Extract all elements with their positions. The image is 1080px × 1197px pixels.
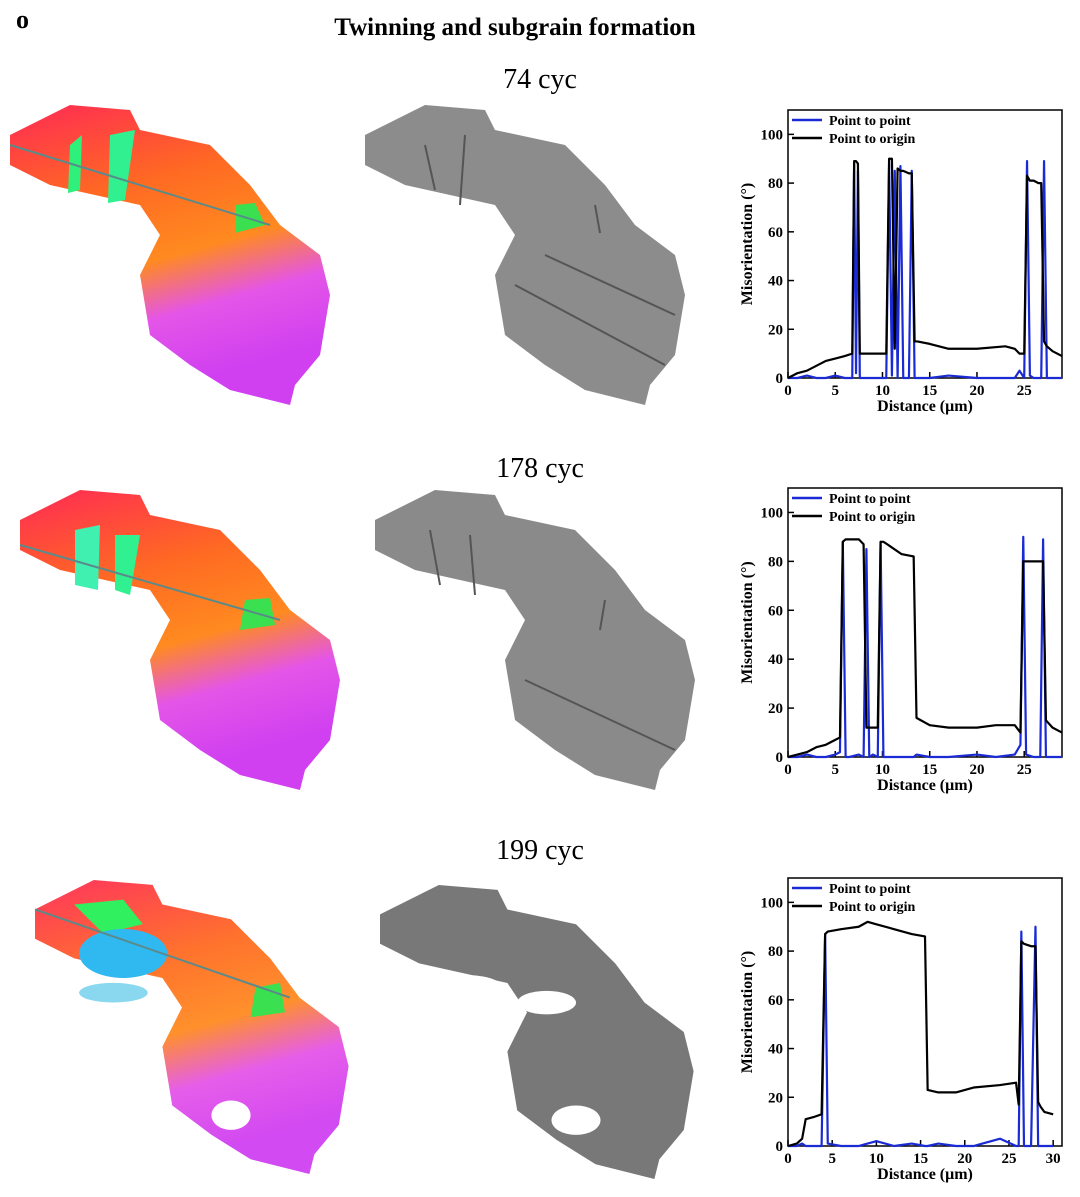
ebsd-maps — [9, 105, 695, 1179]
figure-title: Twinning and subgrain formation — [334, 14, 696, 41]
legend-label: Point to origin — [829, 132, 916, 147]
data-line — [788, 535, 1062, 759]
legend-label: Point to point — [829, 492, 911, 507]
x-tick-label: 15 — [922, 762, 937, 778]
x-tick-label: 10 — [869, 1151, 884, 1167]
data-line — [788, 925, 1054, 1148]
panel-label: o — [16, 5, 29, 34]
y-tick-label: 60 — [768, 993, 783, 1009]
legend-label: Point to point — [829, 114, 911, 129]
x-tick-label: 0 — [784, 1151, 792, 1167]
x-tick-label: 25 — [1017, 383, 1032, 399]
x-tick-label: 5 — [831, 762, 839, 778]
ipf-map — [34, 880, 349, 1174]
x-axis-label: Distance (μm) — [877, 398, 973, 415]
y-tick-label: 80 — [768, 554, 783, 570]
y-tick-label: 0 — [776, 750, 784, 766]
x-tick-label: 10 — [875, 383, 890, 399]
y-tick-label: 0 — [776, 371, 784, 387]
y-tick-label: 40 — [768, 1042, 783, 1058]
legend-label: Point to origin — [829, 510, 916, 525]
x-axis-label: Distance (μm) — [877, 777, 973, 794]
x-tick-label: 25 — [1017, 762, 1032, 778]
y-tick-label: 80 — [768, 176, 783, 192]
y-tick-label: 100 — [761, 505, 784, 521]
row-title: 178 cyc — [496, 453, 584, 484]
row-title: 74 cyc — [503, 64, 577, 95]
y-tick-label: 60 — [768, 225, 783, 241]
data-line — [787, 157, 1063, 379]
x-tick-label: 30 — [1046, 1151, 1061, 1167]
data-line — [787, 920, 1054, 1148]
y-tick-label: 100 — [761, 895, 784, 911]
x-tick-label: 15 — [913, 1151, 928, 1167]
plot-frame — [787, 109, 1063, 379]
y-tick-label: 80 — [768, 944, 783, 960]
x-tick-label: 5 — [831, 383, 839, 399]
data-line — [787, 538, 1063, 759]
x-tick-label: 0 — [784, 762, 792, 778]
x-tick-label: 10 — [875, 762, 890, 778]
iq-map — [380, 885, 694, 1179]
iq-map — [375, 490, 695, 790]
y-axis-label: Misorientation (°) — [739, 951, 756, 1073]
x-axis-label: Distance (μm) — [877, 1166, 973, 1183]
x-tick-label: 20 — [969, 383, 984, 399]
x-tick-label: 0 — [784, 383, 792, 399]
y-tick-label: 40 — [768, 274, 783, 290]
y-tick-label: 20 — [768, 322, 783, 338]
x-tick-label: 20 — [969, 762, 984, 778]
x-tick-label: 20 — [957, 1151, 972, 1167]
y-tick-label: 100 — [761, 127, 784, 143]
y-tick-label: 0 — [776, 1139, 784, 1155]
x-tick-label: 5 — [828, 1151, 836, 1167]
row-title: 199 cyc — [496, 835, 584, 866]
iq-map — [365, 105, 685, 405]
y-tick-label: 20 — [768, 1090, 783, 1106]
y-tick-label: 40 — [768, 652, 783, 668]
ipf-map — [19, 490, 340, 790]
legend-label: Point to point — [829, 882, 911, 897]
y-axis-label: Misorientation (°) — [739, 183, 756, 305]
data-line — [788, 160, 1062, 380]
y-tick-label: 20 — [768, 701, 783, 717]
x-tick-label: 25 — [1001, 1151, 1016, 1167]
x-tick-label: 15 — [922, 383, 937, 399]
y-axis-label: Misorientation (°) — [739, 561, 756, 683]
ipf-map — [9, 105, 330, 405]
legend-label: Point to origin — [829, 900, 916, 915]
y-tick-label: 60 — [768, 603, 783, 619]
